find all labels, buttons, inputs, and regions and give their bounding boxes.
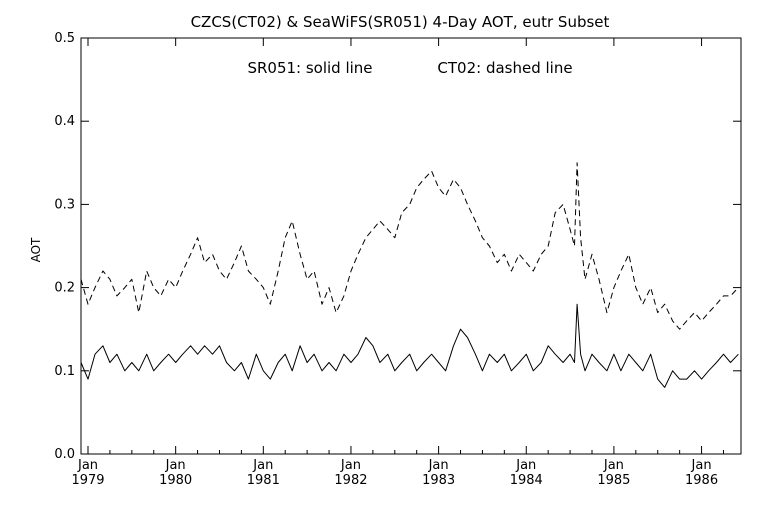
x-tick-month-label: Jan (515, 458, 536, 473)
series-line-sr051 (80, 303, 739, 388)
x-tick-year-label: 1979 (71, 473, 104, 488)
x-tick-month-label: Jan (165, 458, 186, 473)
x-tick-year-label: 1981 (247, 473, 280, 488)
dashed-line-legend-note: CT02: dashed line (437, 59, 572, 77)
series-line-ct02 (80, 162, 739, 330)
y-tick-label: 0.0 (54, 447, 75, 462)
y-axis-label: AOT (29, 237, 43, 262)
y-tick-label: 0.2 (54, 281, 75, 296)
x-tick-month-label: Jan (340, 458, 361, 473)
x-tick-year-label: 1980 (159, 473, 192, 488)
x-tick-month-label: Jan (252, 458, 273, 473)
x-tick-month-label: Jan (691, 458, 712, 473)
y-axis-ticks: 0.0 0.1 0.2 0.3 0.4 0.5 (54, 31, 741, 462)
x-tick-month-label: Jan (603, 458, 624, 473)
x-tick-year-label: 1986 (685, 473, 718, 488)
x-tick-year-label: 1984 (510, 473, 543, 488)
x-tick-month-label: Jan (428, 458, 449, 473)
y-tick-label: 0.3 (54, 197, 75, 212)
x-axis-ticks: Jan1979Jan1980Jan1981Jan1982Jan1983Jan19… (71, 38, 724, 488)
plot-frame (80, 37, 742, 455)
chart-title: CZCS(CT02) & SeaWiFS(SR051) 4-Day AOT, e… (191, 13, 610, 31)
y-tick-label: 0.4 (54, 114, 75, 129)
y-tick-label: 0.5 (54, 31, 75, 46)
x-tick-month-label: Jan (77, 458, 98, 473)
x-tick-year-label: 1983 (422, 473, 455, 488)
series-layer (80, 162, 739, 388)
x-tick-year-label: 1985 (597, 473, 630, 488)
y-tick-label: 0.1 (54, 364, 75, 379)
solid-line-legend-note: SR051: solid line (247, 59, 372, 77)
x-tick-year-label: 1982 (334, 473, 367, 488)
